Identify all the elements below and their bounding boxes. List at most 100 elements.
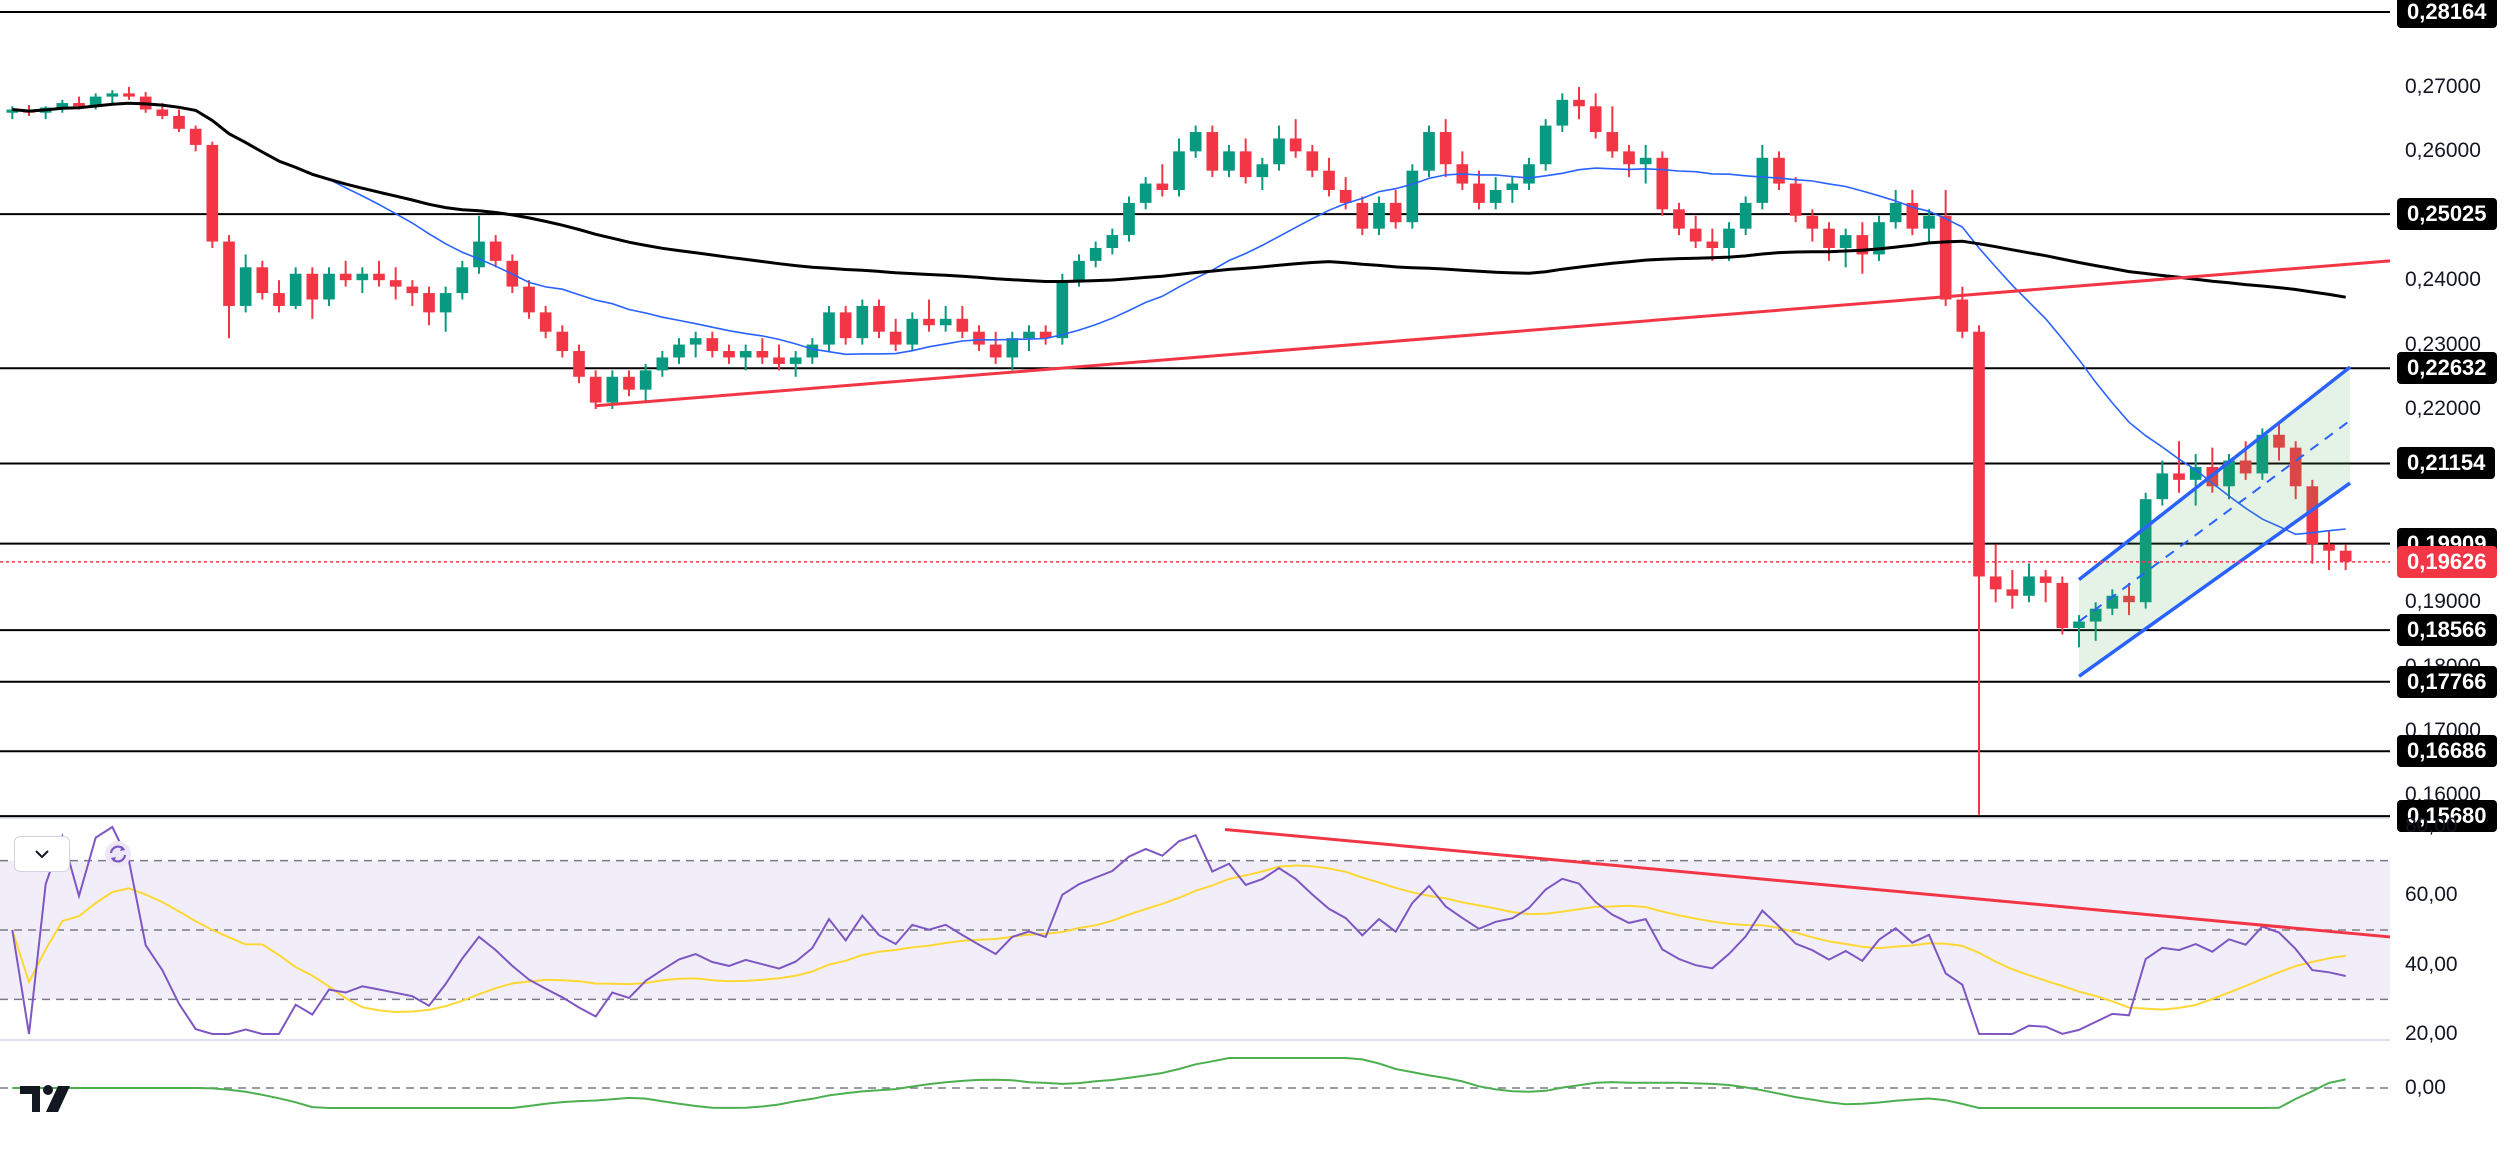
level-tag: 0,28164 [2397,0,2497,28]
candle-body [423,293,435,313]
candle-body [1873,222,1885,255]
candle-body [2256,434,2269,474]
candle-body [689,338,702,345]
candle-body [273,293,285,306]
candle-body [1606,132,1619,152]
candle-body [1473,183,1485,203]
candle-body [89,96,102,107]
candle-body [206,144,219,242]
rsi-tick-label: 80,00 [2405,814,2458,837]
candle-body [2339,550,2352,562]
macd-tick-label: 0,00 [2405,1076,2446,1099]
candle-body [73,103,85,107]
candle-body [1689,228,1702,242]
candle-body [789,357,802,364]
rsi-divergence-trendline [1224,827,2391,939]
price-tick-label: 0,23000 [2405,332,2481,356]
candle-body [1489,190,1502,203]
candle-body [773,357,785,364]
candle-body [1323,170,1335,191]
candle-body [173,115,185,129]
candle-body [873,305,885,332]
candle-body [306,273,319,300]
candle-body [839,312,852,339]
chevron-down-icon [35,850,49,859]
candle-body [1173,151,1185,191]
price-tick-label: 0,22000 [2405,397,2481,420]
candle-body [473,241,485,268]
candle-body [539,312,552,332]
candle-body [1956,299,1969,332]
candle-body [1406,170,1419,223]
candle-body [1989,576,2002,590]
candle-body [1023,331,1035,339]
rsi-line [11,825,2346,1035]
candle-body [1739,202,1752,229]
candle-body [1806,215,1819,229]
candle-body [1273,138,1285,165]
candle-body [1139,183,1152,203]
candle-body [1073,260,1085,281]
candle-body [106,93,119,97]
candle-body [2239,460,2252,474]
rsi-tick-label: 20,00 [2405,1022,2458,1045]
candle-body [1589,106,1602,133]
candle-body [1756,157,1769,203]
candle-body [1623,151,1635,165]
candle-body [1239,151,1252,178]
candle-body [1356,202,1369,229]
candle-body [556,331,569,352]
candle-body [2106,595,2119,609]
candle-body [123,93,135,97]
candle-body [1156,183,1169,191]
candle-body [1523,164,1535,184]
channel-lower-line [2077,481,2352,678]
level-tag: 0,25025 [2397,198,2497,231]
candle-body [2139,499,2152,603]
candle-body [1856,235,1869,255]
price-tick-label: 0,26000 [2405,139,2481,163]
candle-body [1839,235,1852,248]
candle-body [2323,544,2335,551]
candle-body [56,103,69,108]
plot-layer [0,10,2391,1109]
rsi-tick-label: 40,00 [2405,952,2458,976]
candle-body [2073,621,2085,628]
channel-upper-line [2077,365,2352,582]
candle-body [189,128,202,145]
candle-body [1906,202,1919,229]
candle-body [389,280,402,287]
candle-body [523,286,535,313]
candle-body [706,338,719,352]
candle-body [723,351,735,358]
candle-body [1423,132,1435,171]
refresh-button[interactable] [100,836,136,872]
candle-body [323,273,335,300]
candle-body [1573,99,1585,107]
price-tick-label: 0,19000 [2405,590,2481,614]
collapse-pane-button[interactable] [14,836,70,872]
candle-body [1339,190,1352,203]
candle-body [1123,202,1135,236]
candle-body [673,344,685,358]
candle-body [923,318,935,326]
candle-body [806,344,819,358]
candle-body [1256,164,1269,178]
candle-body [973,331,985,345]
channel-mid-line [2078,419,2351,623]
ma-short-line [12,102,2346,536]
candle-body [1189,132,1202,152]
candle-body [356,273,369,281]
candle-body [289,273,302,306]
candle-body [239,267,252,306]
rsi-ma-line [11,864,2346,1014]
ascending-trendline [595,259,2391,408]
candle-body [1089,247,1102,261]
candle-body [1039,331,1052,339]
candle-body [956,318,969,332]
macd-line [12,1057,2346,1109]
candle-body [739,351,752,358]
candle-body [1889,202,1902,223]
candle-body [989,344,1002,358]
candle-body [2306,486,2319,545]
